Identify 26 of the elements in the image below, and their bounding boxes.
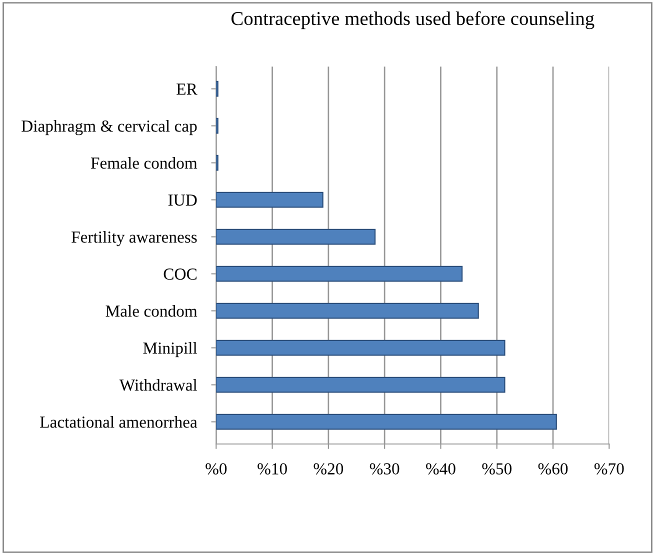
x-tick-label: %60 xyxy=(538,463,568,475)
x-tick-label: %10 xyxy=(258,463,287,475)
y-tick-label: Withdrawal xyxy=(119,379,198,391)
bar xyxy=(216,228,376,245)
y-tick-label: Minipill xyxy=(143,342,198,358)
y-tick-label: IUD xyxy=(168,194,197,206)
x-tick-label: %0 xyxy=(206,463,227,475)
y-tick-label: Female condom xyxy=(90,157,198,169)
bar xyxy=(216,192,324,208)
y-tick-label: Lactational amenorrhea xyxy=(40,416,198,428)
bar xyxy=(216,266,463,282)
x-tick-label: %30 xyxy=(370,463,400,475)
x-tick-label: %70 xyxy=(594,463,624,475)
bar xyxy=(216,376,506,393)
y-tick-label: COC xyxy=(164,268,196,280)
y-tick-label: Fertility awareness xyxy=(72,231,197,246)
bar xyxy=(216,414,557,430)
bar xyxy=(216,302,479,319)
y-tick-label: ER xyxy=(176,84,198,95)
x-tick-label: %40 xyxy=(426,463,456,475)
y-tick-label: Diaphragm & cervical cap xyxy=(22,120,197,136)
y-tick-label: Male condom xyxy=(106,305,198,317)
x-tick-label: %20 xyxy=(314,463,344,475)
bar xyxy=(216,340,506,356)
x-tick-label: %50 xyxy=(482,463,512,475)
chart-title: Contraceptive methods used before counseling xyxy=(231,11,594,30)
